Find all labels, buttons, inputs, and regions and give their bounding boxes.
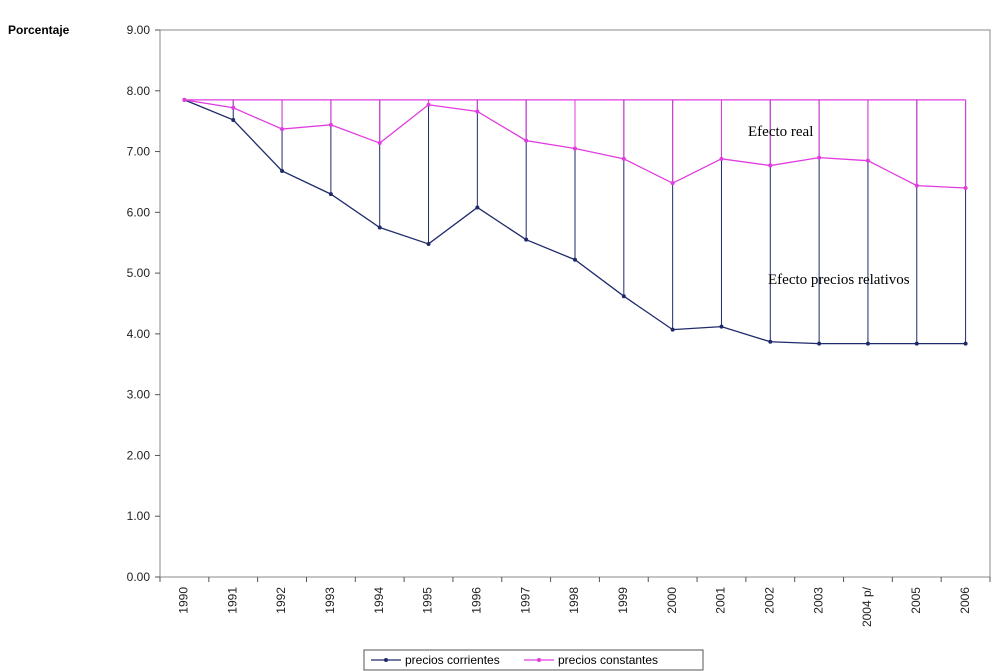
- data-point-precios-corrientes: [524, 237, 529, 242]
- x-tick-label: 1999: [616, 587, 630, 614]
- data-point-precios-corrientes: [914, 341, 919, 346]
- x-tick-label: 2005: [909, 587, 923, 614]
- legend-label-precios-corrientes: precios corrientes: [405, 653, 500, 667]
- data-point-precios-constantes: [280, 127, 285, 132]
- annotation-efecto-precios-relativos: Efecto precios relativos: [768, 272, 910, 288]
- legend-marker-precios-constantes: [537, 658, 541, 662]
- data-point-precios-constantes: [817, 155, 822, 160]
- y-tick-label: 4.00: [127, 327, 151, 341]
- legend-marker-precios-corrientes: [384, 658, 388, 662]
- data-point-precios-constantes: [914, 183, 919, 188]
- y-tick-label: 1.00: [127, 509, 151, 523]
- data-point-precios-constantes: [719, 156, 724, 161]
- y-tick-label: 0.00: [127, 570, 151, 584]
- x-axis: 1990 1991 1992 1993 1994 1995 1996 1997 1998 1999…: [159, 577, 991, 627]
- data-point-precios-corrientes: [231, 117, 236, 122]
- data-point-precios-constantes: [963, 186, 968, 191]
- x-tick-label: 2004 p/: [860, 586, 874, 627]
- data-point-precios-corrientes: [328, 192, 333, 197]
- data-point-precios-constantes: [182, 97, 187, 102]
- legend-label-precios-constantes: precios constantes: [558, 653, 658, 667]
- y-tick-label: 9.00: [127, 23, 151, 37]
- x-tick-label: 1996: [470, 587, 484, 614]
- data-point-precios-corrientes: [865, 341, 870, 346]
- data-point-precios-corrientes: [426, 241, 431, 246]
- data-point-precios-constantes: [524, 138, 529, 143]
- y-tick-label: 6.00: [127, 205, 151, 219]
- x-tick-label: 2002: [762, 587, 776, 614]
- x-tick-label: 2001: [714, 587, 728, 614]
- data-point-precios-corrientes: [280, 169, 285, 174]
- x-tick-label: 1994: [372, 587, 386, 614]
- data-point-precios-corrientes: [670, 327, 675, 332]
- x-tick-label: 1990: [177, 587, 191, 614]
- y-tick-label: 8.00: [127, 84, 151, 98]
- data-point-precios-corrientes: [621, 294, 626, 299]
- x-tick-label: 1998: [567, 587, 581, 614]
- y-tick-label: 5.00: [127, 266, 151, 280]
- x-tick-label: 1993: [323, 587, 337, 614]
- effect-drop-lines: [184, 99, 967, 344]
- x-tick-label: 1992: [274, 587, 288, 614]
- y-tick-label: 3.00: [127, 388, 151, 402]
- y-tick-label: 2.00: [127, 448, 151, 462]
- data-point-precios-constantes: [475, 109, 480, 114]
- data-point-precios-corrientes: [963, 341, 968, 346]
- series-layer: [182, 97, 968, 346]
- legend-item-precios-constantes: precios constantes: [524, 653, 658, 667]
- x-tick-label: 2000: [665, 587, 679, 614]
- data-point-precios-constantes: [231, 105, 236, 110]
- data-point-precios-corrientes: [377, 225, 382, 230]
- y-axis-label: Porcentaje: [8, 23, 70, 37]
- x-tick-label: 1997: [518, 587, 532, 614]
- data-point-precios-corrientes: [817, 341, 822, 346]
- data-point-precios-constantes: [377, 141, 382, 146]
- legend: precios corrientes precios constantes: [363, 649, 704, 671]
- x-tick-label: 2006: [958, 587, 972, 614]
- annotation-efecto-real: Efecto real: [748, 124, 813, 140]
- data-point-precios-constantes: [426, 102, 431, 107]
- legend-item-precios-corrientes: precios corrientes: [371, 653, 500, 667]
- data-point-precios-constantes: [768, 163, 773, 168]
- x-tick-label: 1991: [225, 587, 239, 614]
- data-point-precios-corrientes: [475, 205, 480, 210]
- data-point-precios-constantes: [328, 122, 333, 127]
- data-point-precios-constantes: [573, 146, 577, 151]
- data-point-precios-corrientes: [719, 324, 724, 329]
- x-tick-label: 1995: [421, 587, 435, 614]
- data-point-precios-constantes: [670, 181, 675, 186]
- data-point-precios-corrientes: [573, 257, 577, 262]
- y-tick-label: 7.00: [127, 145, 151, 159]
- data-point-precios-constantes: [621, 156, 626, 161]
- y-axis: 0.00 1.00 2.00 3.00 4.00 5.00 6.00 7.00 8.00 9.00: [127, 23, 160, 584]
- x-tick-label: 2003: [811, 587, 825, 614]
- data-point-precios-corrientes: [768, 339, 773, 344]
- data-point-precios-constantes: [865, 158, 870, 163]
